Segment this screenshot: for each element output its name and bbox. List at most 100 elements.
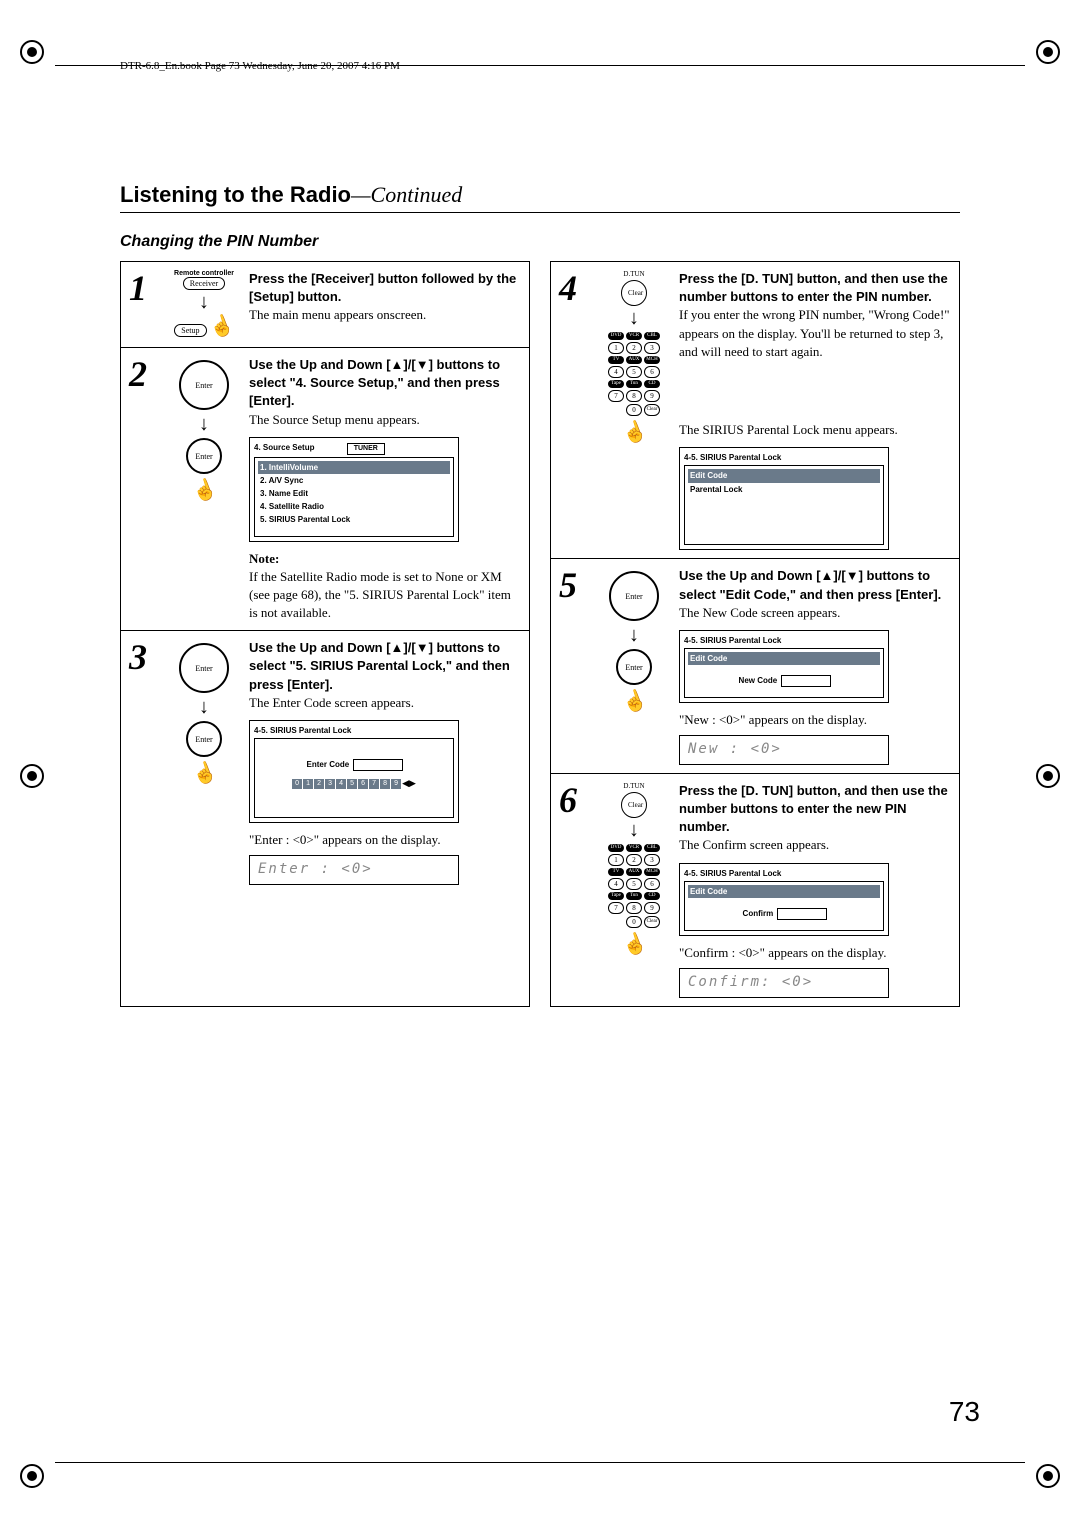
page-title: Listening to the Radio—Continued <box>120 182 1000 208</box>
menu-box-new-code: 4-5. SIRIUS Parental Lock Edit Code New … <box>679 630 889 703</box>
title-rule <box>120 212 960 213</box>
remote-label: Remote controller <box>169 270 239 277</box>
step-number: 5 <box>559 567 589 765</box>
display-caption: "Confirm : <0>" appears on the display. <box>679 944 951 962</box>
crop-line <box>55 65 1025 66</box>
crop-mark <box>20 40 44 64</box>
menu-item-selected: Edit Code <box>688 469 880 482</box>
step-body: Press the [Receiver] button followed by … <box>249 270 521 339</box>
step-icon-col: D.TUN Clear ↓ DVDVCRCBL 123 TVAUXMCH 456… <box>599 270 669 550</box>
menu-item: 4. Satellite Radio <box>258 500 450 513</box>
step-body: Use the Up and Down [▲]/[▼] buttons to s… <box>249 356 521 622</box>
enter-button-icon: Enter <box>186 721 222 757</box>
step-text: The main menu appears onscreen. <box>249 306 521 324</box>
step-bold: Press the [D. TUN] button, and then use … <box>679 782 951 837</box>
step-number: 4 <box>559 270 589 550</box>
crop-mark <box>1036 1464 1060 1488</box>
arrow-down-icon: ↓ <box>169 697 239 717</box>
display-caption: "New : <0>" appears on the display. <box>679 711 951 729</box>
step-bold: Use the Up and Down [▲]/[▼] buttons to s… <box>679 567 951 603</box>
step-icon-col: Enter ↓ Enter ☝ <box>169 639 239 885</box>
step-icon-col: Remote controller Receiver ↓ Setup ☝ <box>169 270 239 339</box>
display-box: New : <0> <box>679 735 889 765</box>
step-3: 3 Enter ↓ Enter ☝ Use the Up and Down [▲… <box>121 631 529 893</box>
display-caption: "Enter : <0>" appears on the display. <box>249 831 521 849</box>
dpad-icon: Enter <box>179 360 229 410</box>
step-6: 6 D.TUN Clear ↓ DVDVCRCBL 123 TVAUXMCH 4… <box>551 774 959 1006</box>
hand-icon: ☝ <box>205 310 237 342</box>
step-body: Use the Up and Down [▲]/[▼] buttons to s… <box>249 639 521 885</box>
step-text: The Source Setup menu appears. <box>249 411 521 429</box>
step-text: The Confirm screen appears. <box>679 836 951 854</box>
step-bold: Press the [D. TUN] button, and then use … <box>679 270 951 306</box>
step-body: Press the [D. TUN] button, and then use … <box>679 782 951 998</box>
menu-box-enter-code: 4-5. SIRIUS Parental Lock Enter Code 012… <box>249 720 459 823</box>
header-path: DTR-6.8_En.book Page 73 Wednesday, June … <box>120 60 1000 72</box>
crop-mark <box>20 1464 44 1488</box>
clear-button-icon: Clear <box>621 280 647 306</box>
arrow-down-icon: ↓ <box>169 292 239 312</box>
hand-icon: ☝ <box>618 686 650 718</box>
crop-line <box>55 1462 1025 1463</box>
page-title-text: Listening to the Radio <box>120 182 351 207</box>
step-text: If you enter the wrong PIN number, "Wron… <box>679 306 951 361</box>
step-number: 3 <box>129 639 159 885</box>
step-bold: Press the [Receiver] button followed by … <box>249 270 521 306</box>
step-body: Press the [D. TUN] button, and then use … <box>679 270 951 550</box>
step-bold: Use the Up and Down [▲]/[▼] buttons to s… <box>249 356 521 411</box>
dtun-label: D.TUN <box>599 782 669 790</box>
enter-button-icon: Enter <box>186 438 222 474</box>
dtun-label: D.TUN <box>599 270 669 278</box>
step-icon-col: D.TUN Clear ↓ DVDVCRCBL 123 TVAUXMCH 456… <box>599 782 669 998</box>
number-row: 0123456789◀▶ <box>258 777 450 790</box>
menu-box-parental-lock: 4-5. SIRIUS Parental Lock Edit Code Pare… <box>679 447 889 550</box>
step-number: 2 <box>129 356 159 622</box>
menu-item: Parental Lock <box>688 483 880 496</box>
right-column: 4 D.TUN Clear ↓ DVDVCRCBL 123 TVAUXMCH 4… <box>550 261 960 1007</box>
step-body: Use the Up and Down [▲]/[▼] buttons to s… <box>679 567 951 765</box>
setup-button-icon: Setup <box>174 324 206 337</box>
section-heading: Changing the PIN Number <box>120 233 1000 251</box>
crop-mark <box>20 764 44 788</box>
step-icon-col: Enter ↓ Enter ☝ <box>599 567 669 765</box>
step-text: The Enter Code screen appears. <box>249 694 521 712</box>
input-box <box>353 759 403 771</box>
arrow-down-icon: ↓ <box>169 414 239 434</box>
step-1: 1 Remote controller Receiver ↓ Setup ☝ P… <box>121 262 529 348</box>
dpad-icon: Enter <box>609 571 659 621</box>
step-text-2: The SIRIUS Parental Lock menu appears. <box>679 421 951 439</box>
step-number: 1 <box>129 270 159 339</box>
menu-item-selected: 1. IntelliVolume <box>258 461 450 474</box>
hand-icon: ☝ <box>618 928 650 960</box>
page-number: 73 <box>949 1396 980 1428</box>
crop-mark <box>1036 764 1060 788</box>
hand-icon: ☝ <box>618 416 650 448</box>
step-text: The New Code screen appears. <box>679 604 951 622</box>
clear-button-icon: Clear <box>621 792 647 818</box>
enter-button-icon: Enter <box>616 649 652 685</box>
step-bold: Use the Up and Down [▲]/[▼] buttons to s… <box>249 639 521 694</box>
menu-box-source-setup: 4. Source Setup TUNER 1. IntelliVolume 2… <box>249 437 459 542</box>
dpad-icon: Enter <box>179 643 229 693</box>
continued-text: —Continued <box>351 182 462 207</box>
keypad-icon: DVDVCRCBL 123 TVAUXMCH 456 TapeTunCD 789… <box>599 332 669 416</box>
menu-item: 5. SIRIUS Parental Lock <box>258 513 450 526</box>
step-5: 5 Enter ↓ Enter ☝ Use the Up and Down [▲… <box>551 559 959 774</box>
menu-item: 3. Name Edit <box>258 487 450 500</box>
arrow-down-icon: ↓ <box>599 308 669 328</box>
menu-box-confirm: 4-5. SIRIUS Parental Lock Edit Code Conf… <box>679 863 889 936</box>
input-box <box>781 675 831 687</box>
arrow-down-icon: ↓ <box>599 820 669 840</box>
note-label: Note: <box>249 550 521 568</box>
input-box <box>777 908 827 920</box>
hand-icon: ☝ <box>188 474 220 506</box>
crop-mark <box>1036 40 1060 64</box>
content-columns: 1 Remote controller Receiver ↓ Setup ☝ P… <box>120 261 960 1007</box>
display-box: Confirm: <0> <box>679 968 889 998</box>
arrow-down-icon: ↓ <box>599 625 669 645</box>
display-box: Enter : <0> <box>249 855 459 885</box>
menu-item: 2. A/V Sync <box>258 474 450 487</box>
note-text: If the Satellite Radio mode is set to No… <box>249 568 521 623</box>
step-4: 4 D.TUN Clear ↓ DVDVCRCBL 123 TVAUXMCH 4… <box>551 262 959 559</box>
step-icon-col: Enter ↓ Enter ☝ <box>169 356 239 622</box>
